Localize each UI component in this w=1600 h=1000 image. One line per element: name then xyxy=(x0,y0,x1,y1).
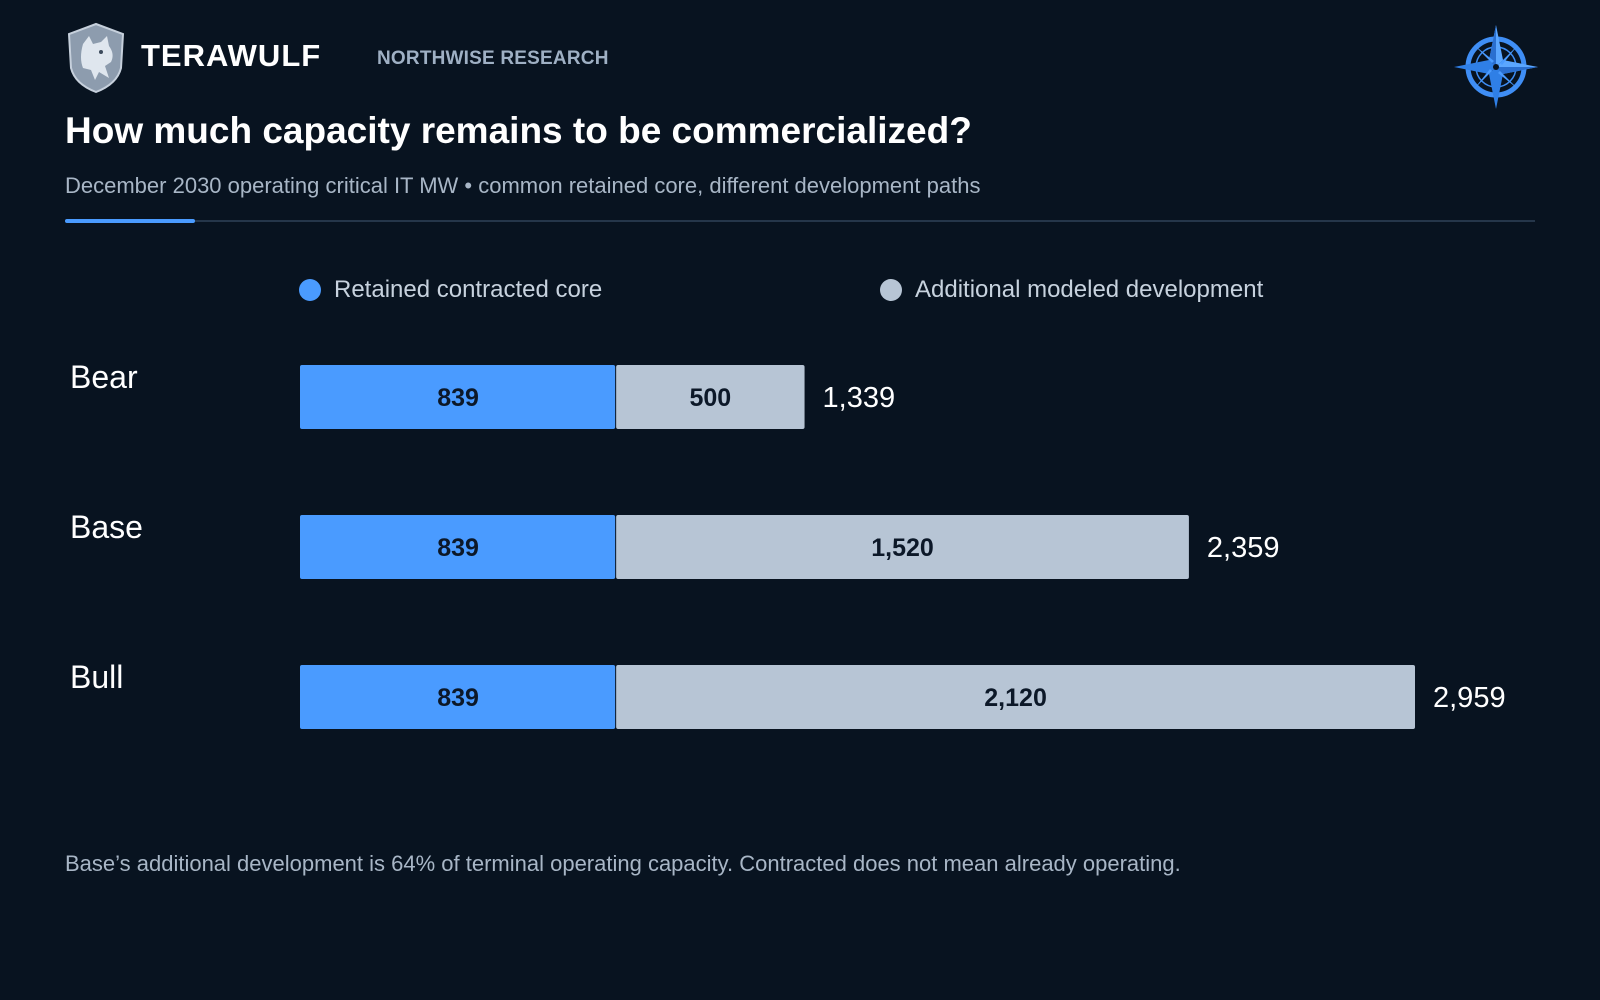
chart-title: How much capacity remains to be commerci… xyxy=(65,110,972,151)
legend-item-core: Retained contracted core xyxy=(299,276,602,304)
legend-label-additional: Additional modeled development xyxy=(915,276,1264,303)
data-label-bull-core: 839 xyxy=(437,684,479,712)
category-label-bear: Bear xyxy=(70,359,138,395)
data-label-bear-additional: 500 xyxy=(689,384,731,412)
research-label: NORTHWISE RESEARCH xyxy=(377,48,609,69)
category-label-bull: Bull xyxy=(70,659,123,695)
header-divider xyxy=(65,220,1535,222)
legend-item-additional: Additional modeled development xyxy=(880,276,1263,304)
legend-label-core: Retained contracted core xyxy=(334,276,603,303)
chart-subtitle: December 2030 operating critical IT MW •… xyxy=(65,173,981,198)
brand-name: TERAWULF xyxy=(141,38,322,73)
header-divider-accent xyxy=(65,219,195,223)
data-label-base-core: 839 xyxy=(437,534,479,562)
header: TERAWULF NORTHWISE RESEARCH xyxy=(65,22,1545,109)
data-label-base-additional: 1,520 xyxy=(871,534,934,562)
bar-base-core xyxy=(300,515,616,579)
legend: Retained contracted core Additional mode… xyxy=(0,276,1600,308)
legend-swatch-core xyxy=(299,279,321,301)
data-label-bear-core: 839 xyxy=(437,384,479,412)
data-label-bull-additional: 2,120 xyxy=(984,684,1047,712)
wolf-shield-logo-icon xyxy=(67,22,125,94)
bar-bear-core xyxy=(300,365,616,429)
total-label-bull: 2,959 xyxy=(1433,682,1506,714)
total-label-bear: 1,339 xyxy=(823,382,896,414)
compass-icon xyxy=(1454,25,1538,109)
total-label-base: 2,359 xyxy=(1207,532,1280,564)
bar-bull-additional xyxy=(616,665,1415,729)
category-label-base: Base xyxy=(70,509,143,545)
bar-bear-additional xyxy=(616,365,805,429)
bar-base-additional xyxy=(616,515,1189,579)
footnote: Base’s additional development is 64% of … xyxy=(65,851,1181,876)
legend-swatch-additional xyxy=(880,279,902,301)
bar-bull-core xyxy=(300,665,616,729)
